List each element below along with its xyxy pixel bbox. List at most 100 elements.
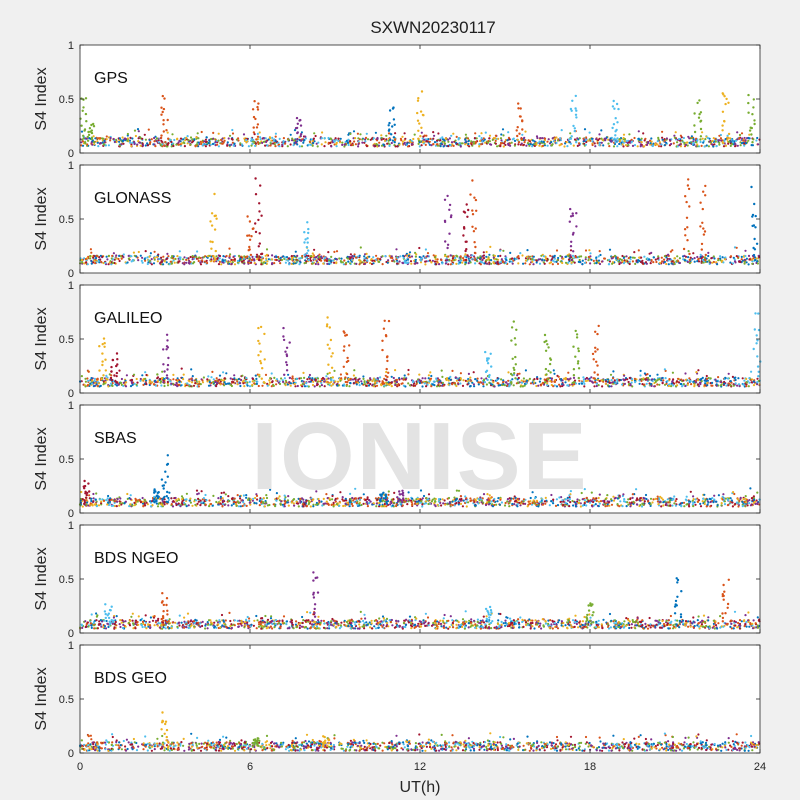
data-point [567, 384, 570, 387]
spike-point [757, 375, 760, 378]
data-point [320, 384, 323, 387]
data-point [258, 142, 261, 145]
data-point [477, 381, 480, 384]
data-point [289, 143, 292, 146]
spike-point [330, 355, 333, 358]
data-point [636, 145, 639, 148]
data-point [414, 258, 417, 261]
data-point [185, 258, 188, 261]
data-point [315, 142, 318, 145]
data-point [132, 251, 135, 254]
data-point [503, 140, 507, 143]
data-point [382, 137, 385, 140]
data-point [497, 382, 500, 385]
data-point [447, 145, 450, 148]
data-point [282, 380, 285, 383]
data-point [561, 379, 564, 382]
data-point [529, 143, 532, 146]
data-point [154, 384, 157, 387]
data-point [80, 130, 84, 133]
data-point [664, 377, 667, 380]
data-point [623, 379, 626, 382]
data-point [468, 379, 471, 382]
data-point [633, 136, 636, 140]
data-point [258, 131, 261, 134]
data-point [207, 142, 210, 145]
data-point [216, 382, 219, 385]
data-point [394, 383, 397, 387]
data-point [376, 137, 379, 140]
data-point [643, 139, 646, 142]
data-point [453, 382, 456, 385]
spike-point [294, 127, 298, 130]
spike-point [256, 108, 260, 111]
data-point [165, 261, 168, 264]
data-point [712, 145, 715, 148]
y-axis-label: S4 Index [33, 187, 50, 250]
data-point [533, 143, 536, 146]
data-point [678, 144, 681, 147]
spike-point [471, 209, 474, 212]
data-point [349, 141, 352, 145]
data-point [375, 384, 379, 387]
data-point [345, 384, 348, 387]
data-point [676, 145, 679, 148]
data-point [623, 140, 626, 143]
data-point [282, 255, 285, 258]
spike-point [345, 372, 349, 376]
data-point [424, 143, 427, 146]
data-point [158, 257, 161, 260]
data-point [353, 369, 356, 372]
data-point [747, 139, 750, 142]
data-point [120, 143, 123, 146]
data-point [753, 256, 757, 259]
spike-point [577, 367, 581, 370]
data-point [339, 379, 342, 382]
data-point [178, 250, 181, 253]
data-point [129, 136, 132, 139]
spike-point [594, 330, 597, 333]
data-point [357, 145, 360, 148]
data-point [243, 262, 246, 265]
spike-point [391, 125, 394, 128]
data-point [340, 377, 343, 380]
data-point [512, 259, 515, 262]
data-point [718, 141, 721, 144]
spike-point [258, 202, 261, 205]
data-point [651, 378, 654, 381]
data-point [682, 136, 686, 140]
data-point [163, 144, 166, 147]
spike-point [449, 254, 452, 257]
data-point [385, 134, 388, 137]
data-point [743, 258, 746, 261]
data-point [172, 373, 175, 376]
data-point [155, 137, 158, 140]
spike-point [162, 123, 165, 126]
data-point [696, 145, 699, 148]
data-point [432, 143, 435, 146]
data-point [154, 135, 157, 138]
data-point [401, 135, 404, 138]
data-point [378, 260, 381, 263]
spike-point [703, 230, 707, 233]
data-point [488, 137, 491, 140]
data-point [682, 379, 685, 382]
data-point [124, 385, 128, 388]
data-point [135, 383, 138, 386]
spike-point [721, 110, 725, 114]
spike-point [87, 130, 90, 134]
data-point [329, 260, 333, 263]
spike-point [103, 345, 106, 348]
data-point [427, 377, 430, 380]
data-point [313, 385, 316, 388]
data-point [80, 375, 83, 378]
spike-point [575, 116, 578, 119]
data-point [254, 144, 257, 147]
data-point [127, 257, 130, 260]
data-point [372, 137, 375, 140]
data-point [675, 380, 679, 383]
data-point [246, 384, 249, 387]
spike-point [288, 341, 291, 344]
data-point [442, 145, 445, 148]
data-point [347, 260, 350, 263]
